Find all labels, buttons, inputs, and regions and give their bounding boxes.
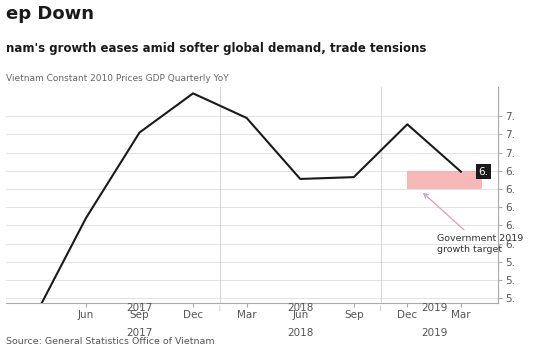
Text: 2019: 2019 [421, 303, 447, 313]
Text: 2018: 2018 [287, 328, 314, 338]
Text: 2019: 2019 [421, 328, 447, 338]
Text: Source: General Statistics Office of Vietnam: Source: General Statistics Office of Vie… [6, 337, 214, 346]
Text: ep Down: ep Down [6, 5, 94, 23]
Text: Government 2019
growth target: Government 2019 growth target [424, 193, 523, 254]
Bar [407, 171, 482, 189]
Text: nam's growth eases amid softer global demand, trade tensions: nam's growth eases amid softer global de… [6, 42, 426, 55]
Text: 6.: 6. [478, 167, 488, 177]
Text: Vietnam Constant 2010 Prices GDP Quarterly YoY: Vietnam Constant 2010 Prices GDP Quarter… [6, 74, 228, 83]
Text: 2017: 2017 [127, 303, 153, 313]
Text: 2017: 2017 [127, 328, 153, 338]
Text: 2018: 2018 [287, 303, 314, 313]
